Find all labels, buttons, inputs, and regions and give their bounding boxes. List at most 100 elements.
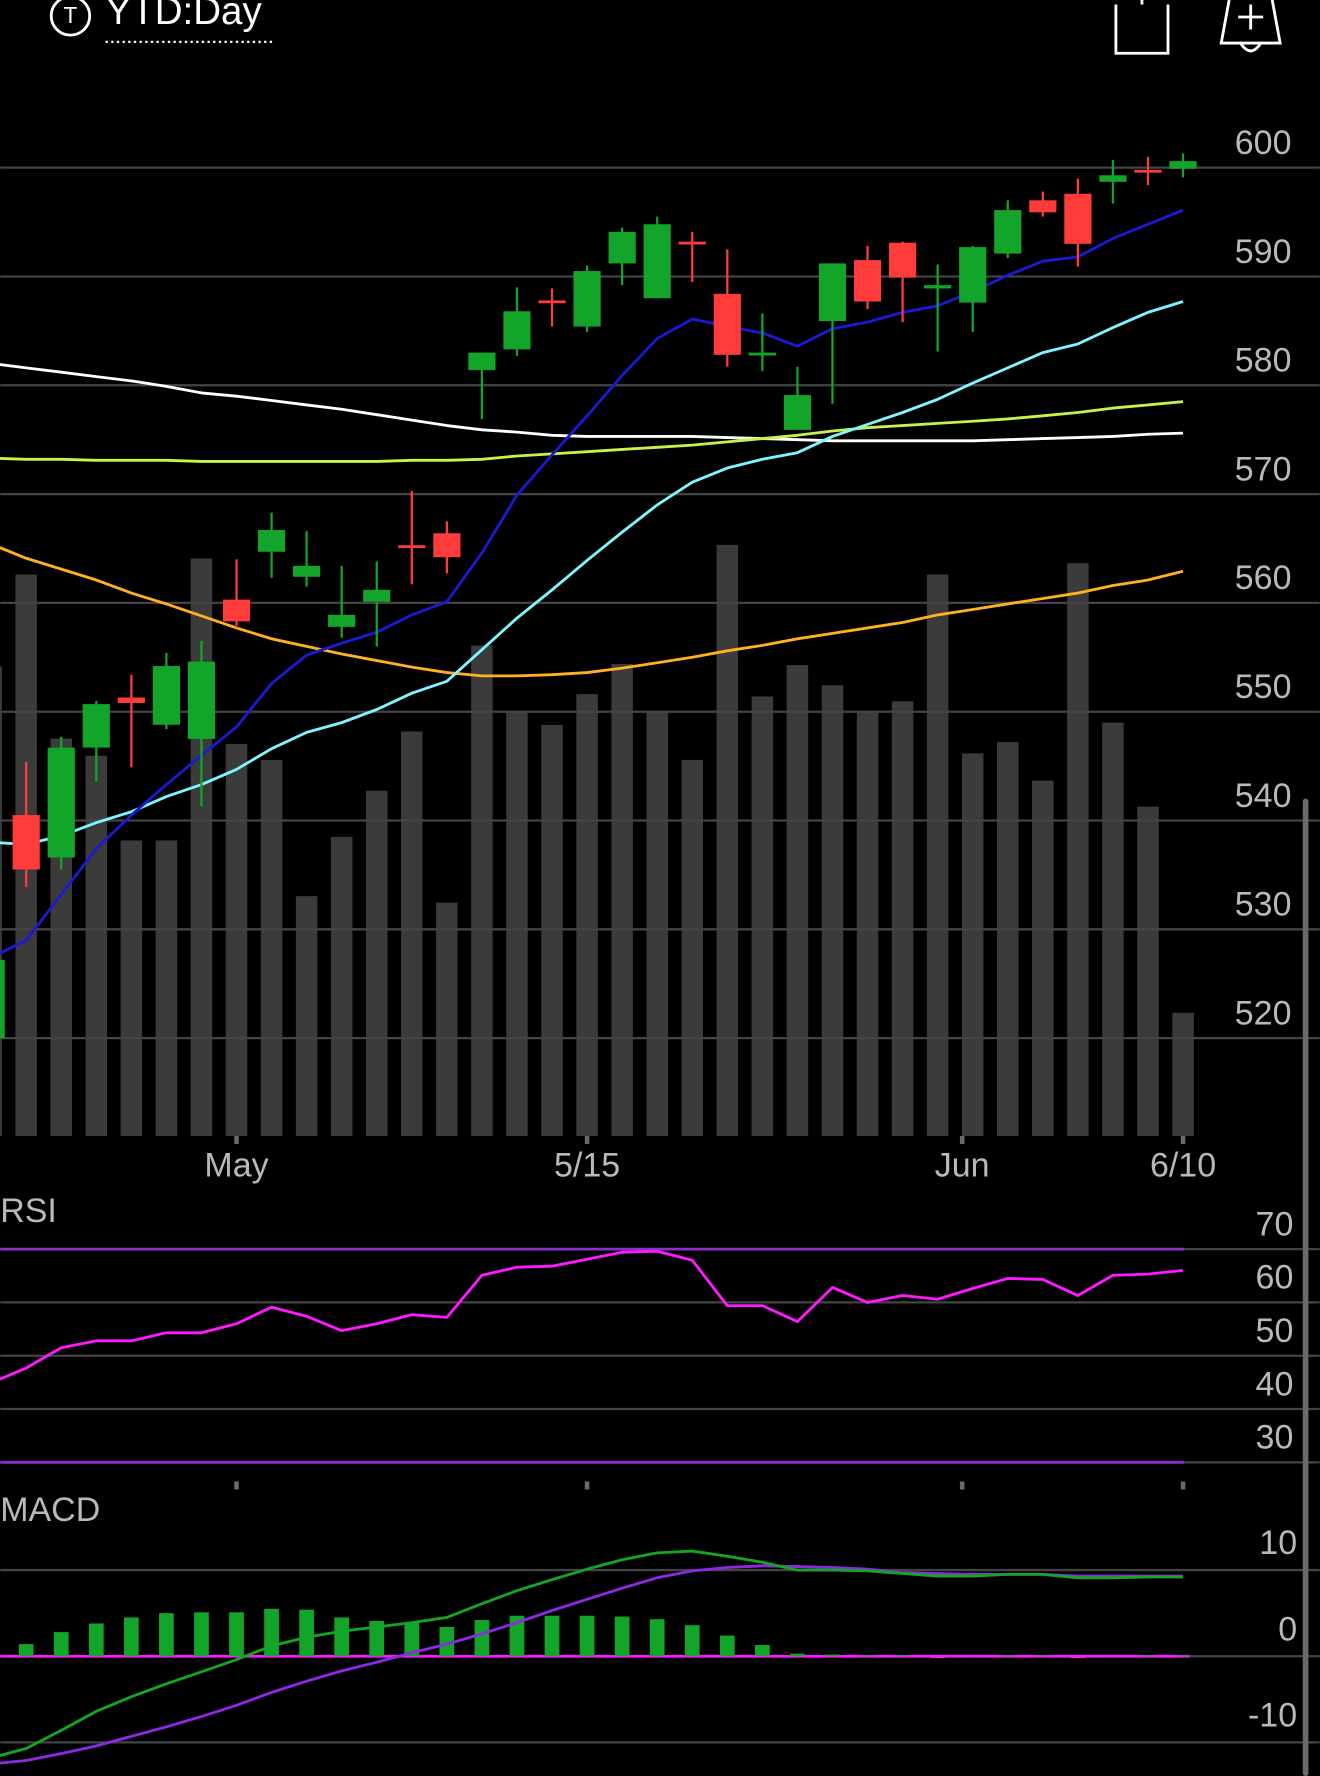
y-tick-label: 60	[1256, 1259, 1294, 1297]
volume-bar	[576, 694, 598, 1137]
x-tick-label: Jun	[935, 1147, 990, 1185]
range-selector[interactable]: YTD:Day	[106, 0, 263, 33]
volume-bar	[926, 574, 949, 1137]
rsi-line	[0, 1249, 1184, 1381]
candle-body	[783, 395, 812, 430]
candle-body	[82, 704, 110, 748]
candle-body	[363, 589, 391, 602]
histogram-bar	[790, 1653, 805, 1657]
moving-average	[0, 400, 1184, 463]
candle-body	[959, 247, 987, 303]
histogram-bar	[930, 1656, 946, 1658]
volume-bar	[1137, 806, 1159, 1137]
histogram-bar	[229, 1612, 244, 1657]
candle-body	[573, 271, 601, 327]
histogram-bar	[544, 1615, 560, 1657]
candle-body	[853, 260, 882, 302]
candle-body	[293, 565, 321, 577]
histogram-bar	[825, 1654, 840, 1657]
histogram-bar	[404, 1622, 420, 1657]
candle-body	[222, 599, 251, 622]
histogram-bar	[194, 1612, 209, 1657]
panel-title: RSI	[0, 1192, 57, 1230]
histogram-bar	[684, 1625, 700, 1657]
histogram-bar	[369, 1620, 385, 1657]
histogram-bar	[1140, 1655, 1156, 1657]
candle-body	[12, 815, 40, 870]
histogram-bar	[1070, 1656, 1086, 1658]
candle-body	[1064, 193, 1092, 244]
candle-body	[713, 293, 741, 355]
scrollbar[interactable]	[1302, 798, 1309, 1776]
volume-bar	[821, 685, 844, 1137]
signal-line	[0, 1564, 1184, 1765]
volume-bar	[1067, 563, 1089, 1137]
volume-bar	[330, 836, 353, 1137]
macd-line	[0, 1549, 1184, 1757]
candle-body	[47, 747, 75, 858]
candle-body	[257, 529, 286, 552]
volume-bar	[85, 755, 108, 1137]
candle-body	[398, 545, 426, 549]
histogram-bar	[509, 1615, 525, 1657]
volume-bar	[611, 663, 633, 1137]
y-tick-label: 570	[1235, 450, 1292, 488]
histogram-bar	[649, 1619, 665, 1657]
volume-bar	[506, 712, 528, 1137]
histogram-bar	[18, 1644, 34, 1657]
y-tick-label: 550	[1235, 668, 1292, 706]
histogram-bar	[895, 1655, 910, 1657]
histogram-bar	[1000, 1655, 1016, 1657]
histogram-bar	[53, 1632, 69, 1657]
candle-body	[1134, 169, 1162, 173]
volume-bar	[365, 790, 388, 1137]
candle-body	[152, 666, 180, 725]
x-tick-label: May	[204, 1147, 268, 1185]
y-tick-label: 70	[1256, 1205, 1294, 1243]
histogram-bar	[755, 1645, 770, 1657]
candle-body	[328, 614, 356, 627]
y-tick-label: 30	[1256, 1419, 1294, 1457]
y-tick-label: -10	[1248, 1696, 1297, 1734]
candle-body	[503, 311, 531, 350]
candle-body	[538, 300, 566, 304]
histogram-bar	[474, 1620, 490, 1657]
histogram-bar	[123, 1617, 139, 1657]
candle-body	[433, 533, 461, 558]
histogram-bar	[299, 1609, 314, 1657]
volume-bar	[856, 712, 879, 1137]
histogram-bar	[719, 1635, 735, 1657]
candle-body	[1169, 161, 1197, 169]
symbol-icon[interactable]	[49, 0, 92, 37]
moving-average	[0, 300, 1184, 846]
volume-bar	[751, 696, 774, 1137]
histogram-bar	[1035, 1655, 1051, 1657]
histogram-bar	[860, 1655, 875, 1657]
candle-body	[468, 352, 496, 371]
volume-bar	[1172, 1012, 1194, 1137]
volume-bar	[961, 753, 984, 1137]
candle-body	[117, 697, 145, 703]
x-tick-label: 5/15	[554, 1147, 620, 1185]
volume-bar	[716, 544, 739, 1137]
volume-bar	[891, 701, 914, 1137]
volume-bar	[260, 759, 283, 1137]
volume-bar	[786, 665, 809, 1137]
alert-button[interactable]	[1219, 0, 1282, 53]
candle-body	[924, 285, 952, 289]
moving-average	[0, 363, 1184, 443]
volume-bar	[295, 896, 318, 1137]
y-tick-label: 0	[1278, 1610, 1297, 1648]
volume-bar	[0, 666, 2, 1137]
histogram-bar	[1175, 1655, 1191, 1657]
y-tick-label: 560	[1235, 559, 1292, 597]
histogram-bar	[965, 1656, 981, 1658]
volume-bar	[681, 759, 704, 1137]
volume-bar	[646, 712, 668, 1137]
volume-bar	[997, 742, 1019, 1137]
share-button[interactable]	[1114, 0, 1170, 55]
histogram-bar	[159, 1613, 174, 1657]
histogram-bar	[614, 1616, 630, 1657]
